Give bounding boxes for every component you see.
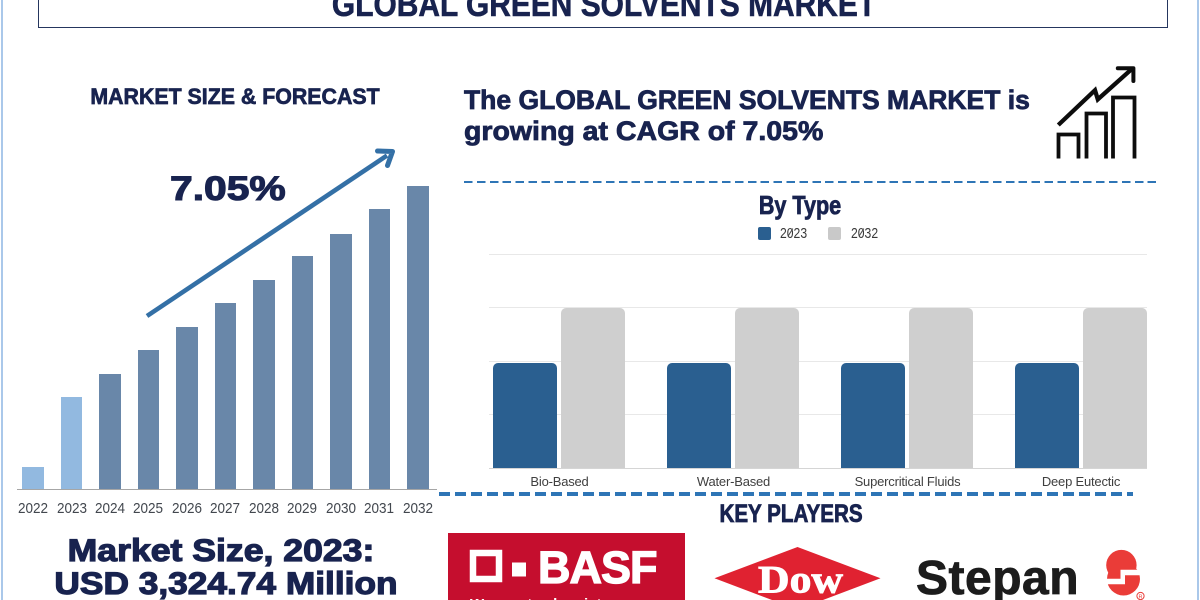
svg-text:Dow: Dow [758,559,843,600]
svg-text:BASF: BASF [538,542,657,593]
svg-text:R: R [1139,595,1143,600]
svg-text:We create chemistry: We create chemistry [470,596,616,600]
